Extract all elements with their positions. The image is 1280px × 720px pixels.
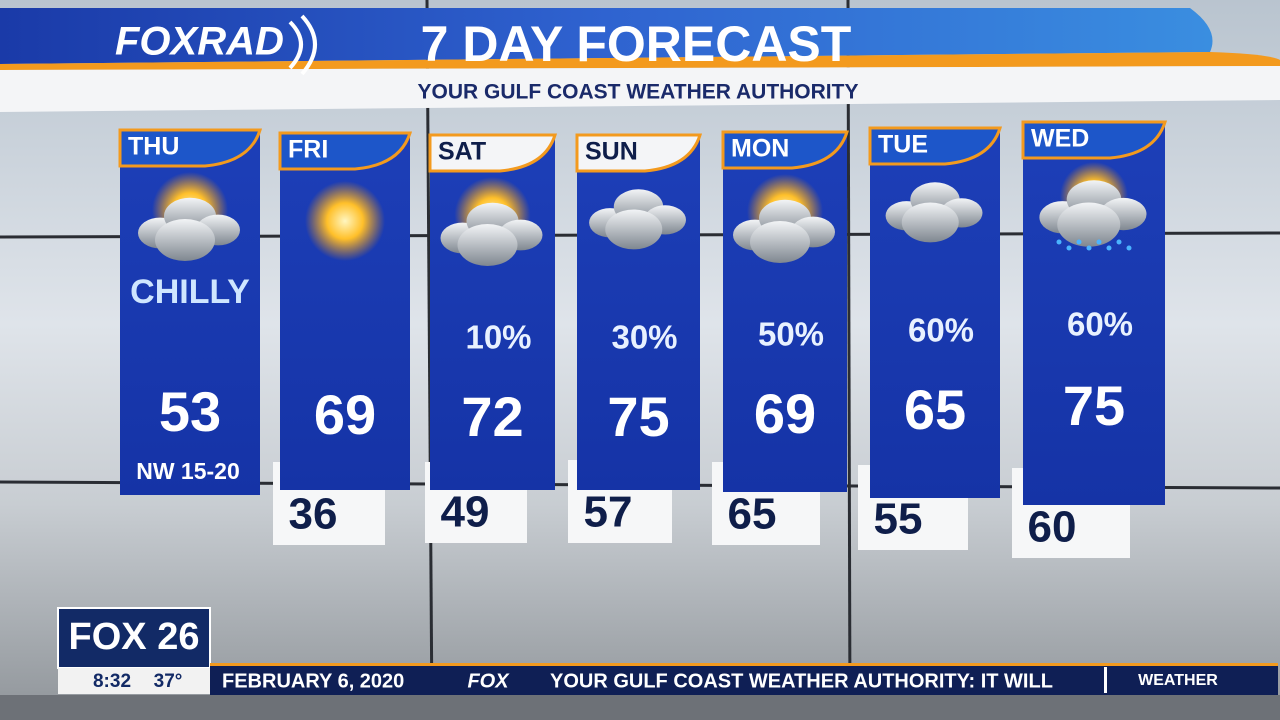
cloud-icon <box>589 189 686 250</box>
day-column: THU CHILLY 53 NW 15-20 <box>118 128 263 495</box>
time: 8:32 <box>93 671 131 692</box>
cloud-icon <box>885 182 983 243</box>
low-temp: 36 <box>289 490 338 539</box>
cloud-puff <box>750 221 810 263</box>
cloud-puff <box>605 209 663 250</box>
cloud-puff <box>901 202 959 243</box>
condition: CHILLY <box>130 273 250 311</box>
station-box <box>57 607 211 669</box>
day-name: TUE <box>878 131 928 159</box>
day-tab <box>278 131 413 171</box>
raindrop <box>1086 245 1092 251</box>
high-temp: 75 <box>607 385 669 448</box>
day-name: WED <box>1031 125 1089 153</box>
ticker-stripe <box>210 663 1278 666</box>
raindrop <box>1076 239 1082 245</box>
day-column: 36 FRI 69 <box>273 131 413 545</box>
day-name: FRI <box>288 136 328 164</box>
ticker-divider <box>1104 667 1107 693</box>
cloud-icon <box>733 199 835 263</box>
subtitle: YOUR GULF COAST WEATHER AUTHORITY <box>418 81 859 104</box>
precip-chance: 30% <box>611 319 677 356</box>
date: FEBRUARY 6, 2020 <box>222 670 404 692</box>
network: FOX <box>467 670 510 692</box>
day-name: THU <box>128 133 179 161</box>
cloud-puff <box>1057 202 1121 247</box>
sun-icon <box>305 181 385 261</box>
ticker-text: YOUR GULF COAST WEATHER AUTHORITY: IT WI… <box>550 670 1053 692</box>
day-column: 57 SUN 30% 75 <box>568 133 703 543</box>
section-label: WEATHER <box>1138 672 1218 689</box>
cloud-icon <box>440 202 543 266</box>
precip-chance: 60% <box>1067 306 1133 343</box>
day-column: 60 WED 60% 75 <box>1012 120 1168 558</box>
header-stripe <box>0 52 1280 70</box>
logo-waves <box>288 14 317 76</box>
title: 7 DAY FORECAST <box>421 16 852 72</box>
bottom-floor <box>0 695 1280 720</box>
header-bar <box>0 8 1213 64</box>
cloud-icon <box>1039 180 1147 247</box>
ticker-bar <box>210 665 1278 695</box>
wind: NW 15-20 <box>136 458 240 484</box>
day-tab <box>721 130 850 170</box>
precip-chance: 50% <box>758 316 824 353</box>
low-temp: 49 <box>441 488 490 537</box>
low-temp: 55 <box>874 495 923 544</box>
cloud-puff <box>155 219 215 261</box>
day-tab <box>428 133 558 173</box>
cloud-puff <box>457 224 518 266</box>
high-temp: 75 <box>1063 374 1125 437</box>
high-temp: 69 <box>754 382 816 445</box>
raindrop <box>1126 245 1132 251</box>
day-name: MON <box>731 135 789 163</box>
day-name: SAT <box>438 138 486 166</box>
day-tab <box>868 126 1003 166</box>
raindrop <box>1096 239 1102 245</box>
high-temp: 65 <box>904 378 966 441</box>
cloud-icon <box>138 197 240 261</box>
precip-chance: 60% <box>908 312 974 349</box>
raindrop <box>1056 239 1062 245</box>
day-column: 55 TUE 60% 65 <box>858 126 1003 550</box>
low-temp: 60 <box>1028 503 1077 552</box>
high-temp: 69 <box>314 383 376 446</box>
temperature: 37° <box>154 671 183 692</box>
day-column: 49 SAT 10% 72 <box>425 133 558 543</box>
high-temp: 53 <box>159 380 221 443</box>
subtitle-band <box>0 66 1280 112</box>
day-column: 65 MON 50% 69 <box>712 130 850 545</box>
precip-chance: 10% <box>465 319 531 356</box>
day-columns: THU CHILLY 53 NW 15-20 36 FRI 69 49 SAT 10% 72 57 SU… <box>118 120 1168 558</box>
raindrop <box>1106 245 1112 251</box>
day-tab <box>575 133 703 173</box>
low-temp: 57 <box>584 488 633 537</box>
high-temp: 72 <box>461 385 523 448</box>
station-logo: FOX 26 <box>69 616 200 658</box>
raindrop <box>1116 239 1122 245</box>
raindrop <box>1066 245 1072 251</box>
logo: FOXRAD <box>115 20 284 64</box>
day-name: SUN <box>585 138 638 166</box>
day-tab <box>1021 120 1168 160</box>
clock-strip <box>58 668 210 694</box>
day-tab <box>118 128 263 168</box>
low-temp: 65 <box>728 490 777 539</box>
